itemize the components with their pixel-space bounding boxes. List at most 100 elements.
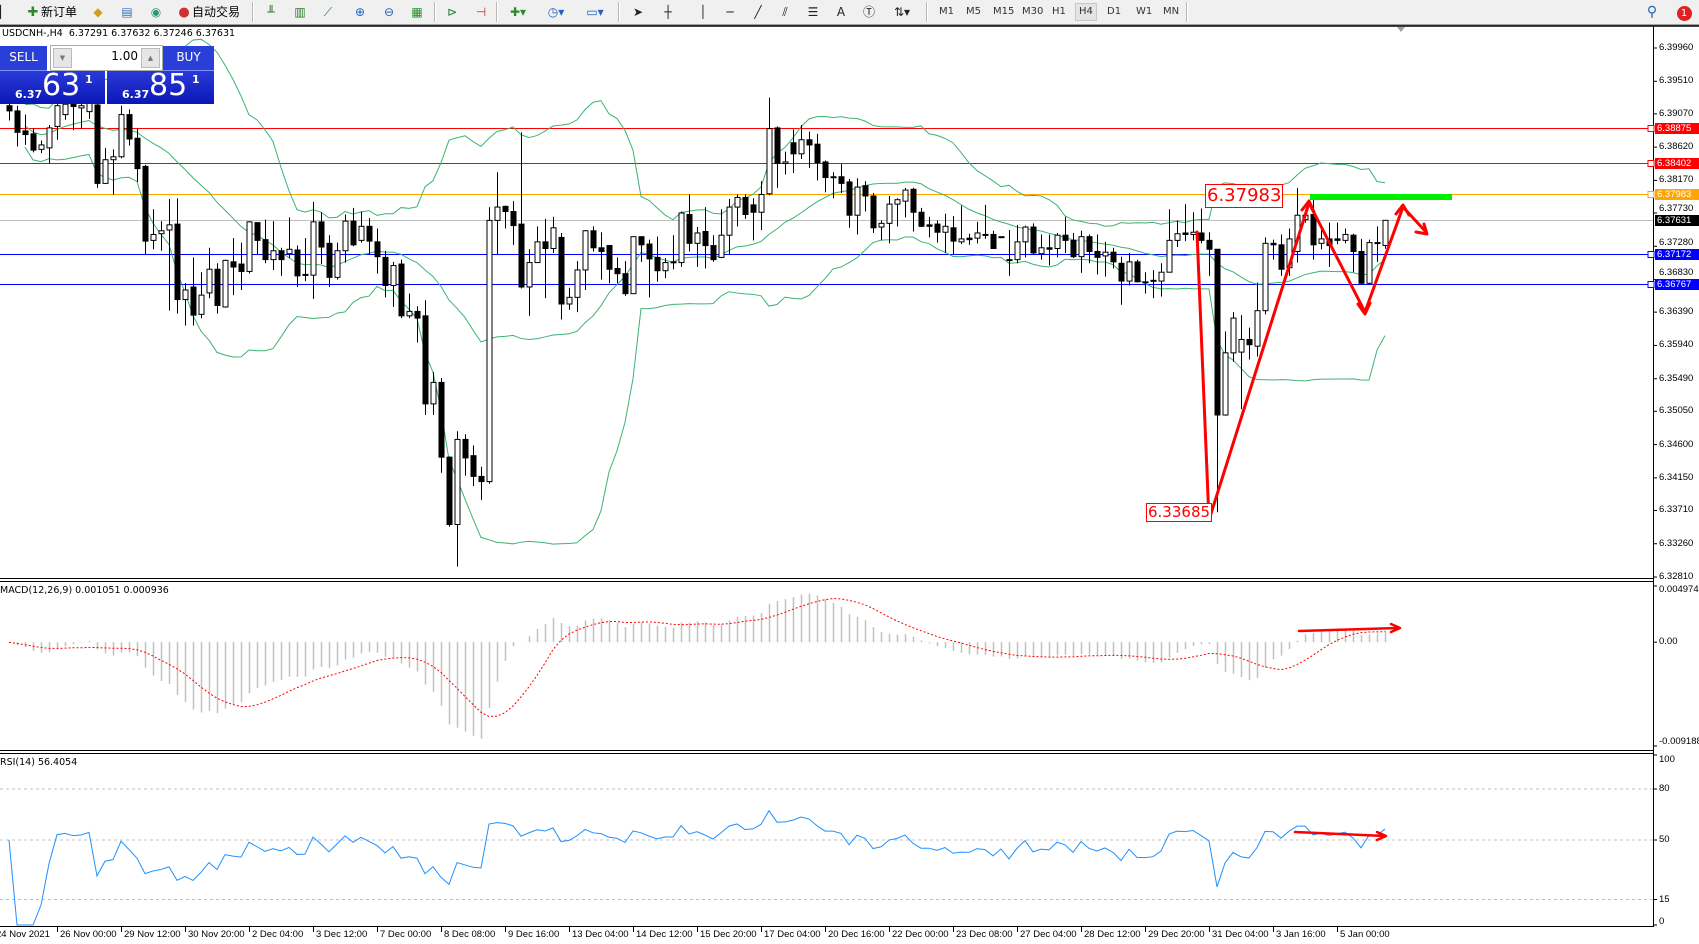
- candle[interactable]: [702, 207, 709, 269]
- candle[interactable]: [758, 181, 765, 231]
- candle[interactable]: [70, 100, 77, 131]
- candle[interactable]: [254, 222, 261, 255]
- candle[interactable]: [598, 232, 605, 280]
- candle[interactable]: [614, 257, 621, 284]
- candle[interactable]: [182, 283, 189, 326]
- candle[interactable]: [934, 220, 941, 243]
- candle[interactable]: [1262, 237, 1269, 315]
- high-price-label[interactable]: 6.37983: [1205, 184, 1284, 208]
- candle[interactable]: [302, 238, 309, 282]
- tile-windows-icon[interactable]: ▦: [411, 5, 423, 19]
- candle[interactable]: [686, 194, 693, 252]
- candle[interactable]: [662, 258, 669, 279]
- candle[interactable]: [830, 172, 837, 199]
- candle[interactable]: [382, 250, 389, 298]
- crosshair-icon[interactable]: ┼: [664, 5, 672, 19]
- candle[interactable]: [798, 124, 805, 159]
- bar-chart-icon[interactable]: ╨: [267, 5, 275, 19]
- candle[interactable]: [1078, 230, 1085, 273]
- candle[interactable]: [262, 219, 269, 264]
- candle[interactable]: [526, 249, 533, 316]
- candle[interactable]: [470, 445, 477, 487]
- candle[interactable]: [1238, 315, 1245, 410]
- candle[interactable]: [158, 221, 165, 251]
- candle[interactable]: [766, 97, 773, 196]
- candle[interactable]: [214, 263, 221, 314]
- candle[interactable]: [870, 193, 877, 233]
- annotation-arrows[interactable]: [1195, 194, 1452, 842]
- candle[interactable]: [942, 213, 949, 253]
- candle[interactable]: [174, 198, 181, 314]
- candle[interactable]: [974, 221, 981, 244]
- target-level-bar[interactable]: [1310, 194, 1452, 200]
- templates-icon[interactable]: ▭▾: [586, 5, 604, 19]
- timeframe-h4[interactable]: H4: [1075, 3, 1097, 21]
- candle[interactable]: [902, 187, 909, 218]
- line-handle-icon[interactable]: [1647, 125, 1655, 132]
- indicators-icon[interactable]: ✚▾: [509, 5, 527, 19]
- candle[interactable]: [1142, 272, 1149, 294]
- candle[interactable]: [1342, 228, 1349, 244]
- vertical-line-icon[interactable]: │: [699, 5, 707, 19]
- chart-shift-icon[interactable]: ⊣: [475, 5, 487, 19]
- candle[interactable]: [374, 228, 381, 274]
- candle[interactable]: [438, 377, 445, 473]
- candle[interactable]: [1046, 234, 1053, 266]
- candle[interactable]: [422, 300, 429, 415]
- candle[interactable]: [94, 100, 101, 188]
- candle[interactable]: [654, 236, 661, 282]
- zoom-out-icon[interactable]: ⊖: [383, 5, 395, 19]
- candle[interactable]: [1174, 220, 1181, 248]
- candle[interactable]: [822, 160, 829, 193]
- candle[interactable]: [534, 226, 541, 264]
- candle[interactable]: [1214, 248, 1221, 513]
- candle[interactable]: [166, 198, 173, 311]
- candle[interactable]: [190, 257, 197, 326]
- candle[interactable]: [998, 236, 1005, 239]
- candle[interactable]: [790, 129, 797, 174]
- candle[interactable]: [838, 164, 845, 194]
- new-order-button[interactable]: ✚ 新订单: [22, 3, 80, 21]
- rsi-arrow[interactable]: [1293, 830, 1387, 838]
- candle[interactable]: [862, 181, 869, 212]
- lot-size-input[interactable]: ▼ 1.00 ▲: [50, 45, 163, 71]
- line-handle-icon[interactable]: [1647, 251, 1655, 258]
- candle[interactable]: [118, 105, 125, 159]
- candle[interactable]: [1350, 233, 1357, 273]
- candle[interactable]: [110, 149, 117, 195]
- candle[interactable]: [1222, 331, 1229, 416]
- candle[interactable]: [1166, 209, 1173, 273]
- candle[interactable]: [814, 133, 821, 181]
- candle[interactable]: [38, 140, 45, 154]
- candle[interactable]: [294, 245, 301, 287]
- candle[interactable]: [606, 245, 613, 284]
- candle[interactable]: [854, 178, 861, 235]
- lot-decrease-icon[interactable]: ▼: [53, 48, 72, 68]
- candle[interactable]: [694, 227, 701, 268]
- timeframe-m15[interactable]: M15: [993, 6, 1015, 17]
- candle[interactable]: [750, 198, 757, 241]
- candle[interactable]: [782, 151, 789, 175]
- candle[interactable]: [726, 198, 733, 255]
- candle[interactable]: [150, 209, 157, 250]
- candle[interactable]: [1038, 234, 1045, 260]
- candle[interactable]: [1006, 230, 1013, 276]
- candle[interactable]: [670, 235, 677, 270]
- candle[interactable]: [950, 215, 957, 256]
- candle[interactable]: [918, 207, 925, 228]
- candle[interactable]: [1270, 239, 1277, 260]
- candle[interactable]: [806, 131, 813, 168]
- candle[interactable]: [574, 261, 581, 313]
- timeframe-m1[interactable]: M1: [939, 6, 954, 17]
- candle[interactable]: [1382, 219, 1389, 249]
- cursor-icon[interactable]: ➤: [632, 5, 644, 19]
- candle[interactable]: [742, 194, 749, 219]
- candle[interactable]: [462, 434, 469, 476]
- timeframe-w1[interactable]: W1: [1136, 6, 1153, 17]
- candle[interactable]: [590, 226, 597, 252]
- candle[interactable]: [886, 195, 893, 244]
- candle[interactable]: [102, 147, 109, 184]
- candle[interactable]: [454, 431, 461, 567]
- candle[interactable]: [358, 211, 365, 243]
- candle[interactable]: [1366, 239, 1373, 285]
